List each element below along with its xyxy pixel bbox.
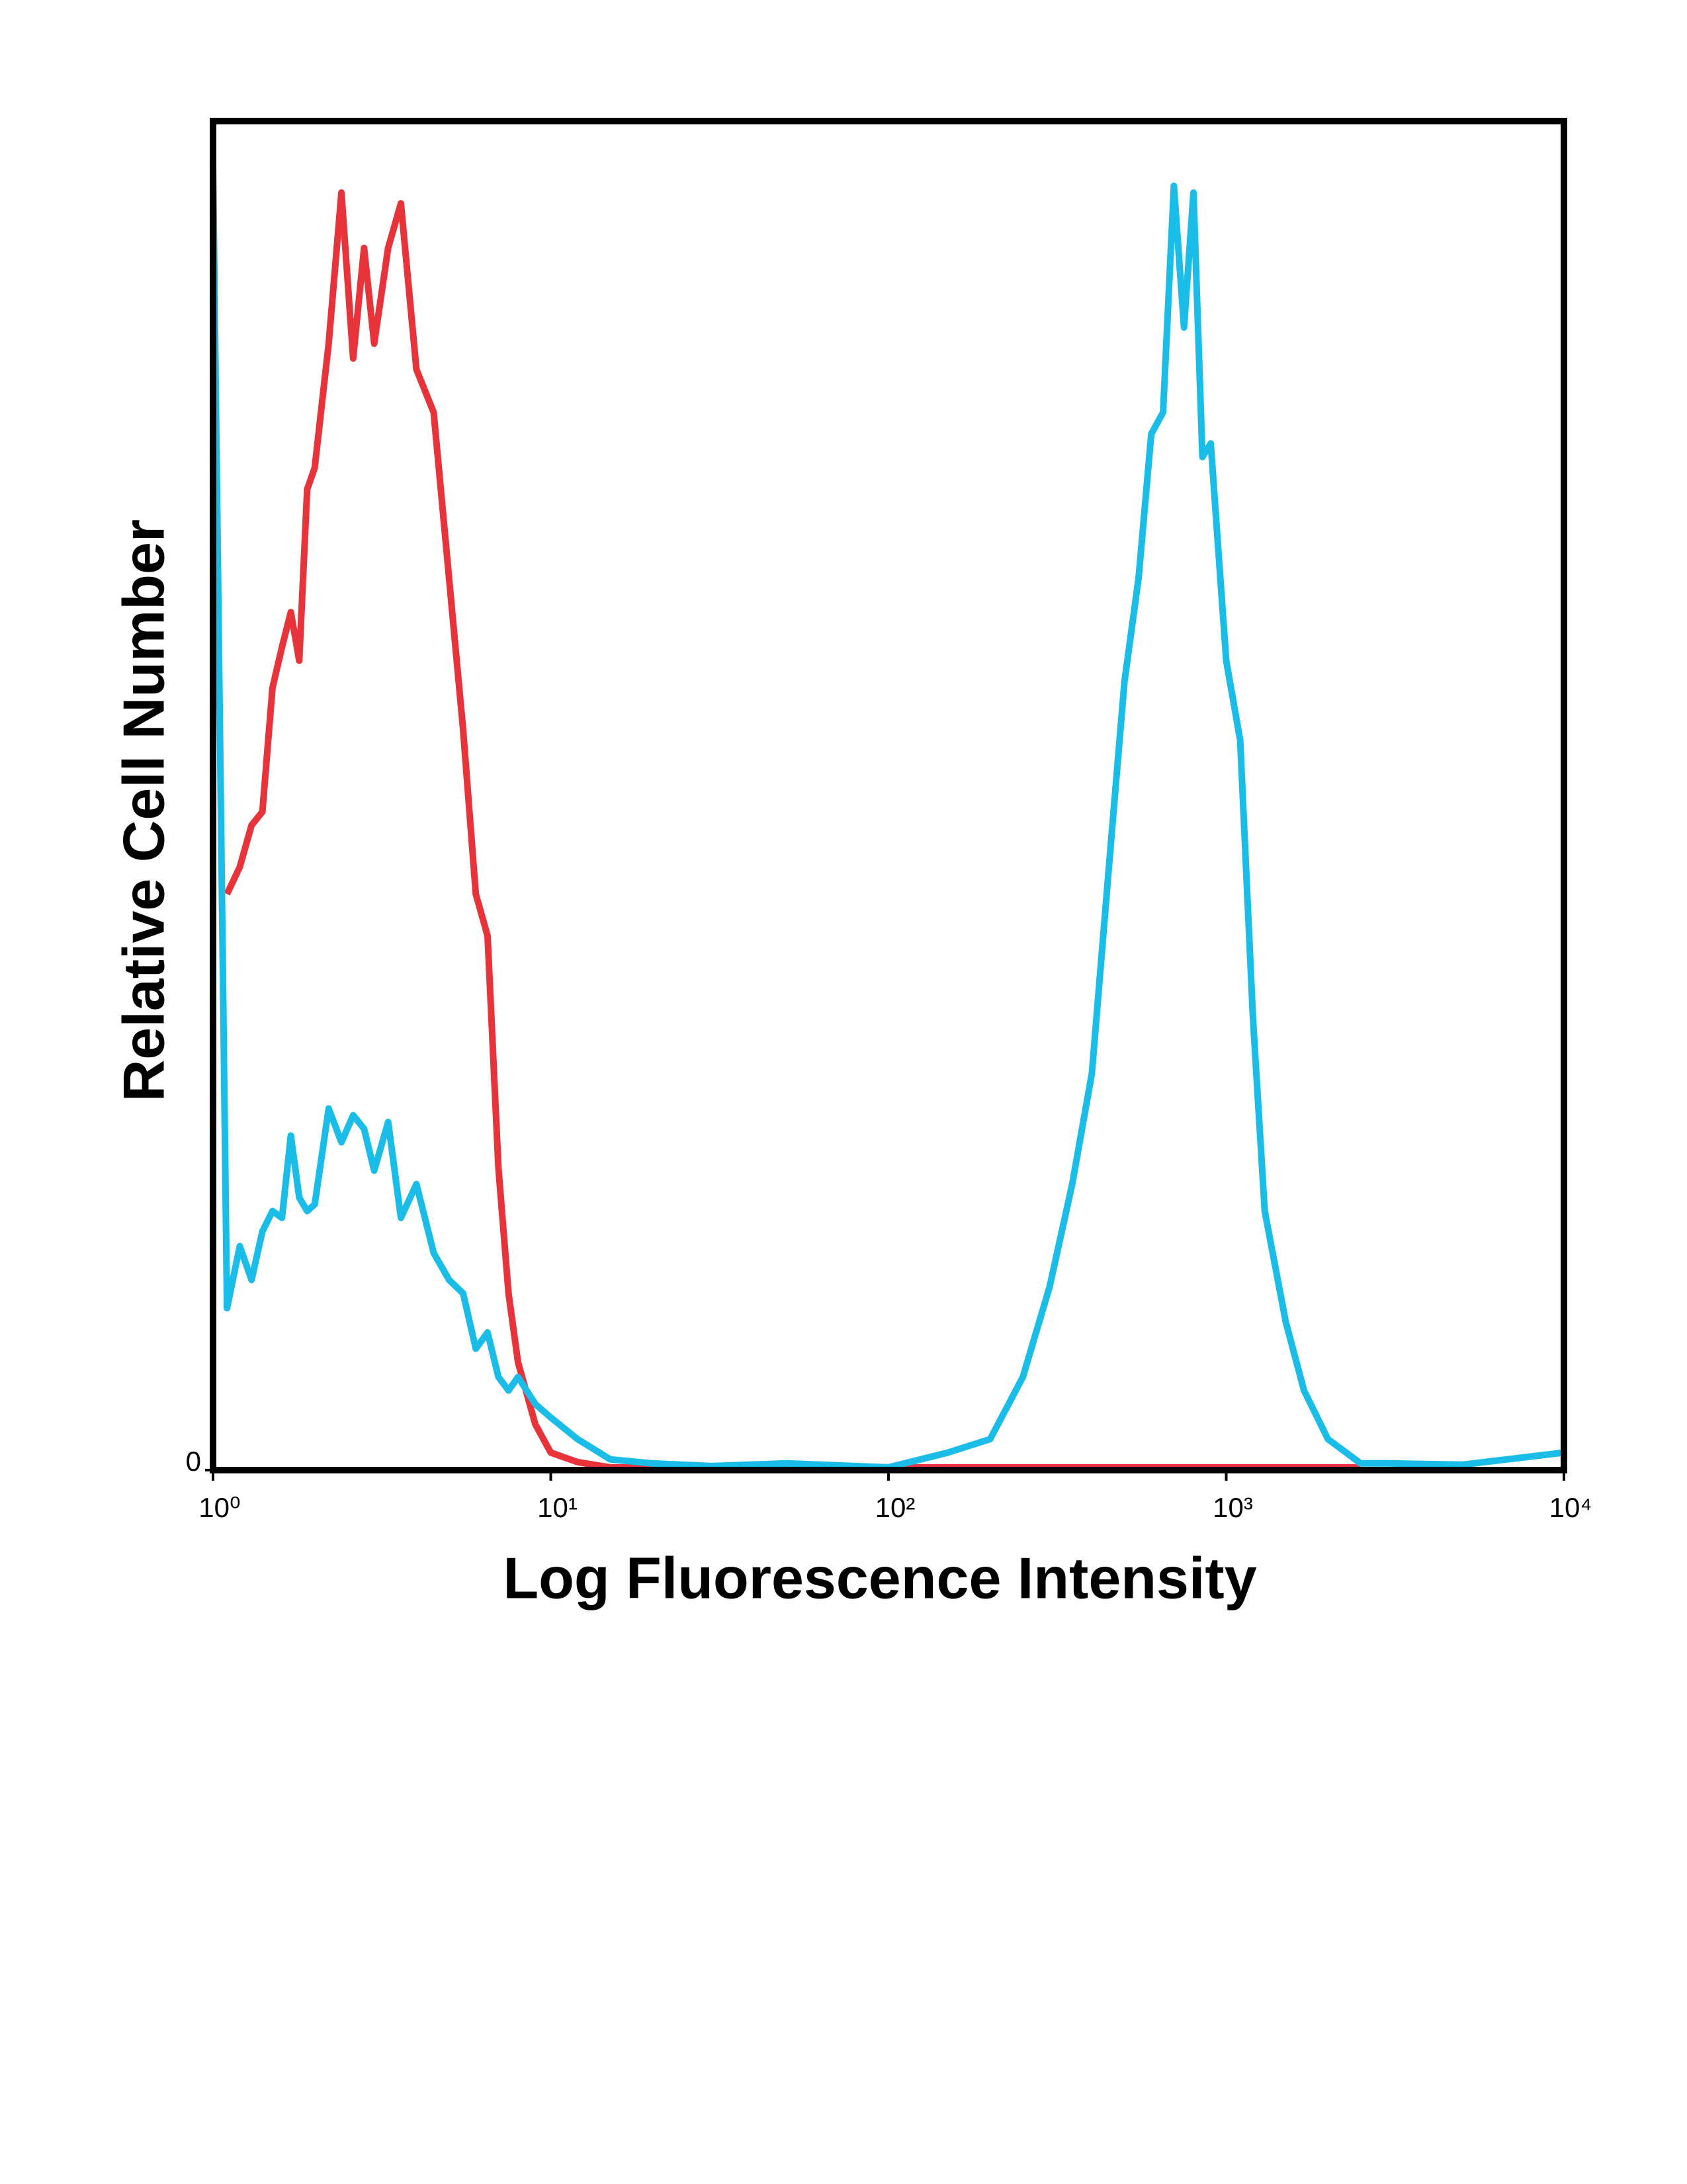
- x-tick-label: 10⁰: [198, 1492, 241, 1523]
- y-axis-title: Relative Cell Number: [110, 519, 176, 1102]
- x-tick-label: 10⁴: [1549, 1492, 1592, 1523]
- x-axis-title: Log Fluorescence Intensity: [503, 1545, 1256, 1610]
- series-line: [210, 165, 1565, 1471]
- y-tick-label: 0: [186, 1446, 201, 1477]
- x-tick-label: 10³: [1213, 1492, 1253, 1523]
- x-tick-label: 10¹: [537, 1492, 578, 1523]
- x-tick-label: 10²: [875, 1492, 916, 1523]
